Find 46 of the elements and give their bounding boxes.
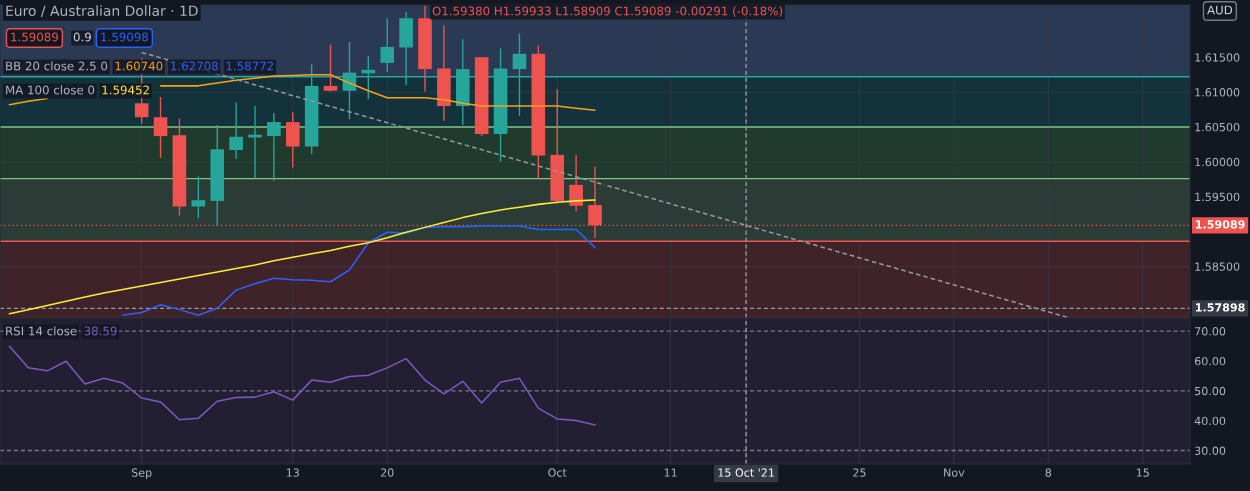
annotation: 38.59 (84, 326, 117, 336)
y-tick-label: 1.61500 (1195, 53, 1240, 62)
y-tick-label: 50.00 (1195, 386, 1226, 396)
candlestick (153, 96, 168, 159)
y-tick-label: 1.58500 (1195, 262, 1240, 271)
x-tick-label: Nov (944, 468, 965, 477)
y-tick-label: 1.60000 (1195, 157, 1240, 167)
chart-title: Euro / Australian Dollar · 1D (6, 5, 198, 18)
line-series (122, 225, 596, 316)
annotation: O1.59380 H1.59933 L1.58909 C1.59089 -0.00291 (-0.18%) (432, 6, 783, 17)
y-tick-label: 1.60500 (1195, 122, 1240, 132)
annotation: 0.9 (73, 32, 91, 42)
x-tick-label: 15 Oct '21 (718, 468, 774, 477)
candlestick (569, 154, 583, 213)
line-series (8, 345, 596, 426)
annotation: 1.59452 (102, 85, 149, 95)
x-tick-label: 20 (380, 468, 394, 477)
y-tick-label: 1.61000 (1195, 88, 1240, 97)
ref-line-label: 1.57898 (1196, 303, 1245, 312)
ref-line-label: 1.59089 (1196, 220, 1245, 229)
y-tick-label: 60.00 (1194, 356, 1226, 366)
y-tick-label: 70.00 (1195, 327, 1226, 336)
candlestick (380, 17, 395, 73)
x-tick-label: Sep (131, 468, 152, 479)
annotation: MA 100 close 0 (6, 85, 95, 95)
candlestick (229, 101, 243, 160)
x-tick-label: 13 (286, 468, 299, 477)
text: AUD (1207, 5, 1233, 15)
annotation: 1.59089 (11, 32, 58, 42)
x-tick-label: 8 (1045, 468, 1052, 477)
annotation: 1.59098 (101, 32, 149, 42)
x-tick-label: 25 (853, 468, 866, 477)
x-tick-label: 11 (664, 468, 677, 477)
annotation: 1.62708 (171, 61, 218, 71)
candlestick (323, 44, 338, 93)
annotation: 1.58772 (226, 61, 274, 71)
candlestick (267, 112, 281, 182)
x-tick-label: Oct (548, 468, 567, 477)
y-tick-label: 1.59500 (1195, 192, 1240, 202)
annotation: BB 20 close 2.5 0 (6, 61, 108, 71)
annotation: RSI 14 close (6, 326, 77, 336)
x-tick-label: 15 (1136, 468, 1149, 477)
candlestick (191, 175, 206, 220)
y-tick-label: 40.00 (1194, 416, 1226, 426)
y-tick-label: 30.00 (1195, 446, 1226, 455)
annotation: 1.60740 (115, 61, 163, 71)
